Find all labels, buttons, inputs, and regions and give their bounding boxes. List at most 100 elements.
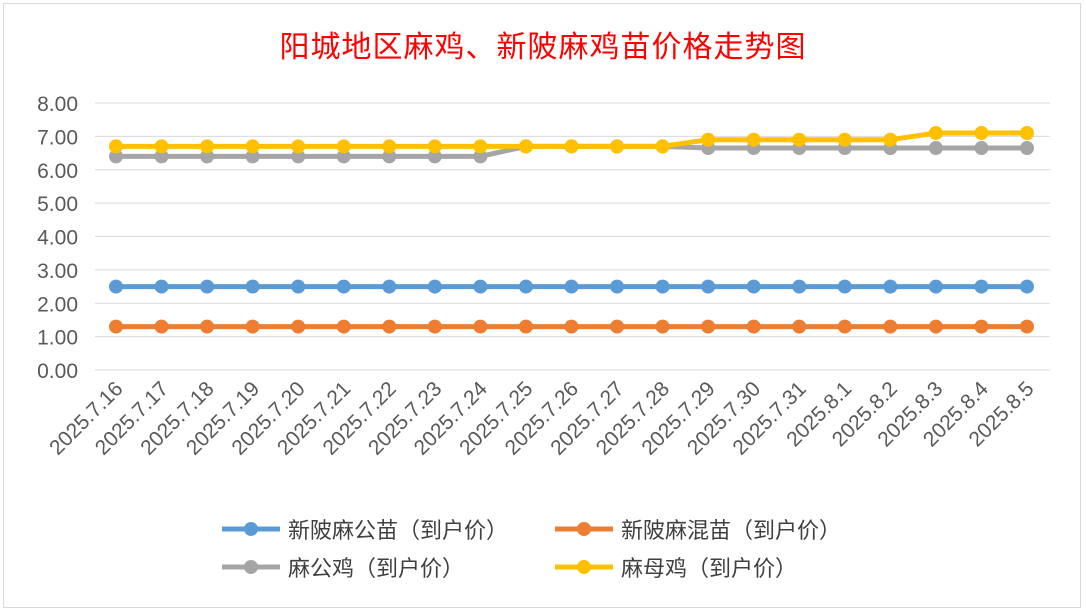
data-point <box>655 319 670 334</box>
data-point <box>154 139 169 154</box>
data-point <box>473 149 488 164</box>
data-point <box>883 319 898 334</box>
data-point <box>382 319 397 334</box>
data-point <box>109 149 123 164</box>
data-point <box>974 279 989 294</box>
data-point <box>610 139 625 154</box>
series-group <box>109 126 1034 334</box>
data-point <box>1020 319 1034 334</box>
data-point <box>382 149 397 164</box>
legend-swatch-series-0 <box>222 522 280 536</box>
series-0 <box>109 279 1034 294</box>
data-point <box>427 279 442 294</box>
data-point <box>1020 279 1034 294</box>
data-point <box>610 319 625 334</box>
data-point <box>883 132 898 147</box>
data-point <box>1020 141 1034 156</box>
y-tick-label: 0.00 <box>37 360 78 383</box>
data-point <box>427 149 442 164</box>
data-point <box>974 319 989 334</box>
y-tick-label: 3.00 <box>37 260 78 283</box>
data-point <box>746 132 761 147</box>
data-point <box>928 279 943 294</box>
x-axis-ticks: 2025.7.162025.7.172025.7.182025.7.192025… <box>45 377 1038 460</box>
series-3 <box>109 126 1034 154</box>
y-tick-label: 2.00 <box>37 293 78 316</box>
data-point <box>382 139 397 154</box>
data-point <box>974 141 989 156</box>
data-point <box>837 132 852 147</box>
data-point <box>154 149 169 164</box>
y-tick-label: 6.00 <box>37 160 78 183</box>
data-point <box>473 279 488 294</box>
data-point <box>109 319 123 334</box>
data-point <box>200 279 215 294</box>
legend-swatch-series-1 <box>555 522 613 536</box>
data-point <box>792 132 807 147</box>
data-point <box>974 126 989 141</box>
legend-item-series-1: 新陂麻混苗（到户价） <box>553 514 841 544</box>
data-point <box>382 279 397 294</box>
data-point <box>564 319 579 334</box>
data-point <box>336 279 351 294</box>
data-point <box>928 319 943 334</box>
y-tick-label: 1.00 <box>37 327 78 350</box>
data-point <box>518 139 533 154</box>
data-point <box>746 279 761 294</box>
legend-swatch-series-2 <box>222 560 280 574</box>
legend-item-series-0: 新陂麻公苗（到户价） <box>220 514 508 544</box>
data-point <box>200 139 215 154</box>
data-point <box>746 319 761 334</box>
data-point <box>610 279 625 294</box>
data-point <box>701 279 716 294</box>
data-point <box>154 279 169 294</box>
data-point <box>883 279 898 294</box>
data-point <box>200 319 215 334</box>
y-tick-label: 4.00 <box>37 227 78 250</box>
data-point <box>518 279 533 294</box>
data-point <box>427 139 442 154</box>
data-point <box>336 139 351 154</box>
data-point <box>792 319 807 334</box>
legend-label-series-2: 麻公鸡（到户价） <box>288 557 465 582</box>
data-point <box>701 319 716 334</box>
data-point <box>291 279 306 294</box>
data-point <box>655 139 670 154</box>
legend-label-series-3: 麻母鸡（到户价） <box>621 557 798 582</box>
chart-title: 阳城地区麻鸡、新陂麻鸡苗价格走势图 <box>279 30 807 65</box>
data-point <box>109 139 123 154</box>
data-point <box>473 319 488 334</box>
data-point <box>655 279 670 294</box>
data-point <box>792 279 807 294</box>
data-point <box>291 139 306 154</box>
data-point <box>837 279 852 294</box>
data-point <box>473 139 488 154</box>
data-point <box>109 279 123 294</box>
data-point <box>837 319 852 334</box>
data-point <box>245 139 260 154</box>
y-axis-ticks: 0.00 1.00 2.00 3.00 4.00 5.00 6.00 7.00 8.00 <box>37 93 78 383</box>
legend-item-series-2: 麻公鸡（到户价） <box>220 552 464 582</box>
gridlines <box>95 102 1050 371</box>
data-point <box>245 279 260 294</box>
data-point <box>564 279 579 294</box>
legend-label-series-0: 新陂麻公苗（到户价） <box>288 519 509 544</box>
y-tick-label: 8.00 <box>37 93 78 116</box>
y-tick-label: 7.00 <box>37 126 78 149</box>
data-point <box>245 319 260 334</box>
data-point <box>200 149 215 164</box>
data-point <box>518 319 533 334</box>
data-point <box>245 149 260 164</box>
data-point <box>928 141 943 156</box>
legend-label-series-1: 新陂麻混苗（到户价） <box>621 519 842 544</box>
data-point <box>336 149 351 164</box>
data-point <box>1020 126 1034 141</box>
data-point <box>336 319 351 334</box>
series-1 <box>109 319 1034 334</box>
data-point <box>928 126 943 141</box>
chart-frame <box>3 3 1081 608</box>
data-point <box>701 132 716 147</box>
data-point <box>291 319 306 334</box>
y-tick-label: 5.00 <box>37 193 78 216</box>
